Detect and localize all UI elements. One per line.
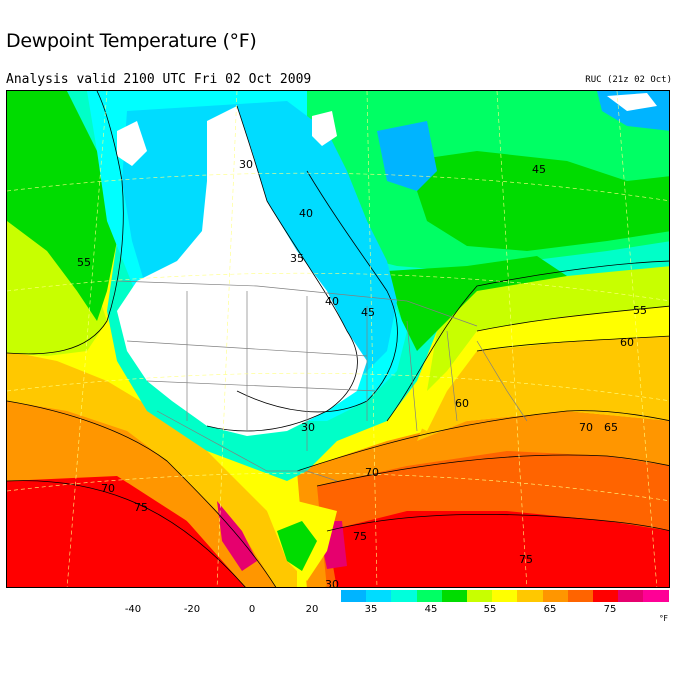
north-white-spot: [117, 121, 147, 166]
legend-swatch: [341, 590, 367, 602]
pacific-orange-region: [7, 391, 286, 587]
legend-swatch: [517, 590, 543, 602]
legend-swatch: [391, 590, 417, 602]
legend-swatch: [643, 590, 669, 602]
east-lime-band: [427, 261, 669, 391]
contour-label: 55: [77, 256, 91, 269]
map-title: Dewpoint Temperature (°F): [6, 30, 257, 52]
contour-label: 45: [532, 163, 546, 176]
political-boundaries: [116, 280, 528, 482]
contour-labels: 30 40 35 40 45 45 55 55 60 60 70 65 70 7…: [77, 158, 647, 588]
legend-tick: 75: [603, 604, 617, 615]
legend-tick: 35: [364, 604, 378, 615]
model-label: RUC (21z 02 Oct): [585, 75, 672, 85]
pacific-magenta-spot: [217, 501, 257, 571]
contour-label: 55: [633, 304, 647, 317]
contour-label: 60: [620, 336, 634, 349]
legend-tick: 55: [483, 604, 497, 615]
contour-label: 40: [299, 207, 313, 220]
contour-lines: [7, 91, 669, 587]
valid-time-subtitle: Analysis valid 2100 UTC Fri 02 Oct 2009: [6, 72, 312, 87]
dry-interior-white-region: [117, 106, 367, 436]
dewpoint-map-svg: 30 40 35 40 45 45 55 55 60 60 70 65 70 7…: [7, 91, 669, 588]
color-legend: [341, 590, 669, 602]
contour-label: 70: [579, 421, 593, 434]
legend-unit: °F: [659, 614, 668, 623]
contour-label: 30: [325, 578, 339, 588]
legend-swatch: [366, 590, 392, 602]
graticule: [7, 91, 669, 587]
northwest-green-region: [7, 91, 117, 321]
contour-label: 70: [365, 466, 379, 479]
canada-deep-green-region: [407, 151, 669, 251]
contour-label: 30: [301, 421, 315, 434]
legend-swatch: [593, 590, 619, 602]
contour-label: 75: [134, 501, 148, 514]
contour-label: 35: [290, 252, 304, 265]
great-lakes-green-region: [387, 256, 567, 351]
legend-swatch: [417, 590, 443, 602]
gulf-red-region: [327, 511, 669, 587]
legend-tick: 65: [543, 604, 557, 615]
contour-label: 75: [519, 553, 533, 566]
legend-tick: 45: [424, 604, 438, 615]
contour-label: 65: [604, 421, 618, 434]
mexico-green-region: [277, 521, 317, 571]
legend-swatch: [442, 590, 468, 602]
contour-label: 30: [239, 158, 253, 171]
legend-swatch: [467, 590, 493, 602]
hudson-white-spot: [312, 111, 337, 146]
pacific-gold-band: [7, 351, 297, 587]
hudson-sky-spot: [377, 121, 437, 191]
legend-tick: -40: [124, 604, 142, 615]
contour-label: 40: [325, 295, 339, 308]
legend-swatch: [543, 590, 569, 602]
northeast-white-spot: [607, 93, 657, 111]
contour-label: 45: [361, 306, 375, 319]
legend-swatch: [618, 590, 644, 602]
pacific-red-region: [7, 461, 273, 587]
legend-tick: 0: [248, 604, 256, 615]
legend-swatch: [568, 590, 594, 602]
legend-tick: -20: [183, 604, 201, 615]
dewpoint-map: 30 40 35 40 45 45 55 55 60 60 70 65 70 7…: [6, 90, 670, 588]
contour-label: 75: [353, 530, 367, 543]
legend-swatch: [492, 590, 518, 602]
contour-label: 70: [101, 482, 115, 495]
legend-tick: 20: [305, 604, 319, 615]
contour-label: 60: [455, 397, 469, 410]
